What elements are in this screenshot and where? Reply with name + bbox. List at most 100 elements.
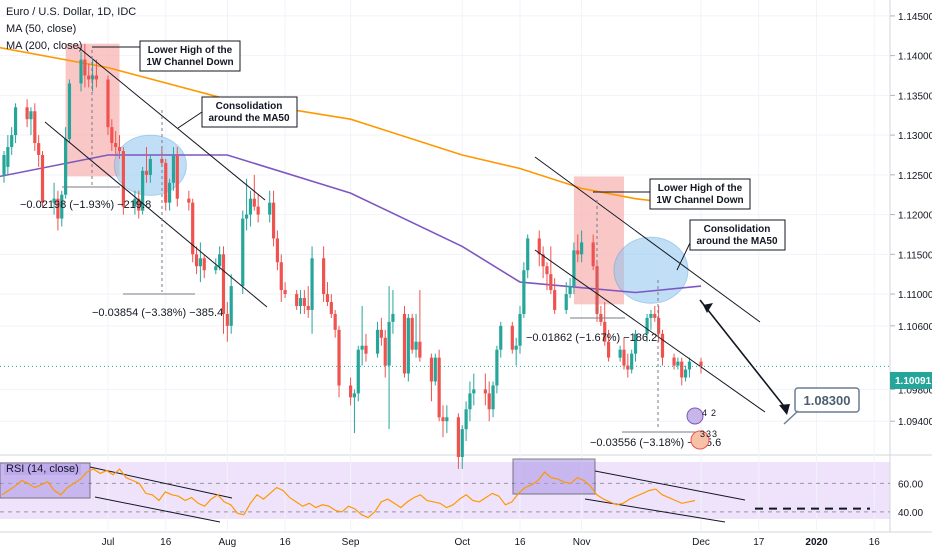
candle-body bbox=[295, 294, 299, 306]
candle-body bbox=[175, 154, 179, 199]
candle-body bbox=[52, 198, 56, 203]
candle-body bbox=[60, 194, 64, 219]
rsi-trend-3 bbox=[594, 470, 746, 501]
channel2-upper bbox=[534, 156, 761, 323]
candle-body bbox=[591, 242, 595, 267]
time-tick-label: Dec bbox=[692, 537, 710, 548]
time-tick-label: 16 bbox=[514, 537, 526, 548]
candle-body bbox=[676, 361, 680, 366]
candle-body bbox=[225, 313, 229, 326]
candle-body bbox=[279, 262, 283, 291]
candle-body bbox=[329, 302, 333, 314]
svg-text:3: 3 bbox=[706, 429, 711, 439]
candle-body bbox=[468, 393, 472, 410]
candle-body bbox=[283, 290, 287, 295]
candle-body bbox=[248, 198, 253, 215]
callout3-line1: Lower High of the bbox=[658, 183, 743, 194]
price-tick-label: 1.14500 bbox=[898, 12, 932, 23]
candle-body bbox=[514, 345, 518, 350]
candle-body bbox=[117, 147, 122, 151]
candle-body bbox=[441, 417, 445, 422]
price-tick-label: 1.11500 bbox=[898, 250, 932, 261]
last-price-tag: 1.10091 bbox=[890, 372, 932, 389]
candle-body bbox=[387, 321, 391, 366]
callout-consolidation-1: Consolidation around the MA50 bbox=[177, 96, 298, 129]
callout-lower-high-2: Lower High of the 1W Channel Down bbox=[593, 178, 751, 210]
candle-body bbox=[518, 313, 522, 346]
rsi-band bbox=[0, 462, 890, 519]
candle-body bbox=[2, 154, 6, 175]
candle-body bbox=[495, 349, 499, 386]
ma200-line bbox=[0, 46, 702, 208]
candle-body bbox=[580, 242, 584, 255]
candle-body bbox=[572, 250, 576, 287]
channel1-lower bbox=[44, 121, 268, 308]
candle-body bbox=[626, 365, 630, 370]
candle-body bbox=[29, 111, 33, 120]
svg-text:3: 3 bbox=[712, 429, 717, 439]
measure-label-4: −0.03556 (−3.18%) −355.6 bbox=[590, 437, 721, 449]
price-tick-label: 1.13500 bbox=[898, 91, 932, 102]
rsi-trend-4 bbox=[584, 498, 726, 523]
ma50-line bbox=[0, 154, 702, 294]
candle-body bbox=[352, 393, 357, 398]
candle-body bbox=[603, 321, 607, 342]
candle-body bbox=[356, 349, 360, 394]
arrowhead-1 bbox=[779, 404, 790, 415]
candle-body bbox=[653, 313, 657, 318]
candle-body bbox=[491, 385, 495, 410]
time-tick-label: 16 bbox=[280, 537, 292, 548]
callout-consolidation-2: Consolidation around the MA50 bbox=[676, 219, 786, 271]
candle-body bbox=[406, 317, 410, 374]
price-tick-label: 1.12500 bbox=[898, 171, 932, 182]
candle-body bbox=[148, 158, 152, 175]
callout4-line1: Consolidation bbox=[704, 224, 771, 235]
candle-body bbox=[87, 75, 91, 80]
svg-text:4: 4 bbox=[702, 408, 707, 418]
candle-body bbox=[13, 107, 18, 136]
candle-body bbox=[657, 317, 661, 334]
ma50-legend: MA (50, close) bbox=[6, 23, 77, 35]
candle-body bbox=[191, 202, 195, 255]
time-tick-label: Nov bbox=[573, 537, 591, 548]
candle-body bbox=[429, 357, 434, 382]
candle-body bbox=[144, 170, 149, 175]
candle-body bbox=[229, 286, 233, 326]
callout1-line1: Lower High of the bbox=[148, 45, 233, 56]
rsi-trend-2 bbox=[94, 496, 221, 523]
price-tick-label: 1.11000 bbox=[898, 290, 932, 301]
candle-body bbox=[633, 333, 638, 354]
candle-body bbox=[137, 198, 141, 211]
candle-body bbox=[645, 317, 649, 334]
candle-body bbox=[553, 290, 557, 310]
candle-body bbox=[106, 79, 110, 128]
candle-body bbox=[672, 357, 676, 366]
chart-legend: Euro / U.S. Dollar, 1D, IDC MA (50, clos… bbox=[6, 4, 136, 55]
candle-body bbox=[37, 143, 41, 155]
candle-body bbox=[171, 154, 176, 183]
candle-body bbox=[606, 341, 611, 358]
candle-layer bbox=[2, 43, 703, 469]
candle-body bbox=[630, 353, 634, 370]
candle-body bbox=[483, 389, 487, 394]
candle-body bbox=[141, 170, 145, 211]
price-tick-label: 1.09800 bbox=[898, 385, 932, 396]
candle-body bbox=[499, 325, 503, 350]
time-tick-label: 16 bbox=[160, 537, 172, 548]
candle-body bbox=[218, 254, 222, 267]
candle-body bbox=[10, 135, 14, 148]
candle-body bbox=[391, 313, 395, 322]
candle-body bbox=[576, 250, 580, 255]
candle-body bbox=[167, 182, 172, 203]
target-price-text: 1.08300 bbox=[804, 393, 851, 408]
candle-body bbox=[198, 258, 202, 267]
candle-body bbox=[522, 270, 526, 314]
candle-body bbox=[202, 258, 206, 271]
measure-label-1: −0.02198 (−1.93%) −219.8 bbox=[20, 199, 151, 211]
candle-body bbox=[187, 198, 191, 203]
candle-body bbox=[618, 349, 622, 358]
price-tick-label: 1.09400 bbox=[898, 417, 932, 428]
candle-body bbox=[79, 59, 83, 84]
rsi-box-2 bbox=[512, 458, 596, 495]
